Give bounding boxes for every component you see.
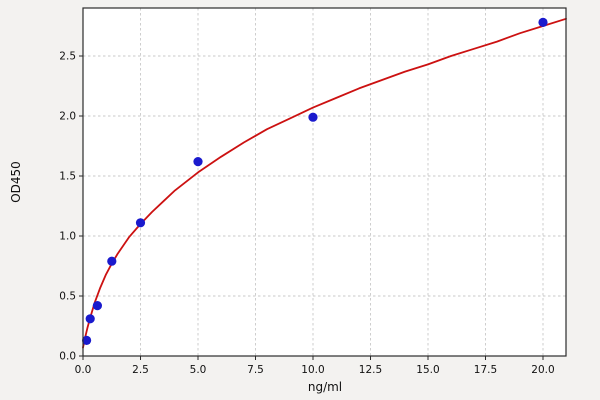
y-tick-label: 2.0 xyxy=(59,111,76,123)
y-tick-label: 1.0 xyxy=(59,231,76,243)
data-point xyxy=(82,335,92,345)
x-tick-label: 17.5 xyxy=(474,364,497,376)
x-tick-label: 0.0 xyxy=(75,364,92,376)
x-tick-label: 10.0 xyxy=(301,364,324,376)
x-tick-label: 7.5 xyxy=(247,364,264,376)
data-point xyxy=(308,112,318,122)
x-tick-label: 20.0 xyxy=(531,364,554,376)
y-axis-label: OD450 xyxy=(9,161,23,203)
data-point xyxy=(193,157,203,167)
x-tick-label: 5.0 xyxy=(190,364,207,376)
data-point xyxy=(135,218,146,228)
data-point xyxy=(85,314,95,324)
x-tick-label: 12.5 xyxy=(359,364,382,376)
x-tick-label: 15.0 xyxy=(416,364,439,376)
y-tick-label: 2.5 xyxy=(59,51,76,63)
y-tick-label: 1.5 xyxy=(59,171,76,183)
data-point xyxy=(92,301,102,311)
axes-frame xyxy=(82,7,567,357)
x-tick-label: 2.5 xyxy=(132,364,149,376)
plot-background xyxy=(83,8,566,356)
x-axis-label: ng/ml xyxy=(308,380,342,394)
fit-curve-line xyxy=(82,17,567,349)
data-point xyxy=(107,256,117,266)
y-tick-label: 0.0 xyxy=(59,351,76,363)
y-tick-label: 0.5 xyxy=(59,291,76,303)
data-point xyxy=(538,17,548,27)
